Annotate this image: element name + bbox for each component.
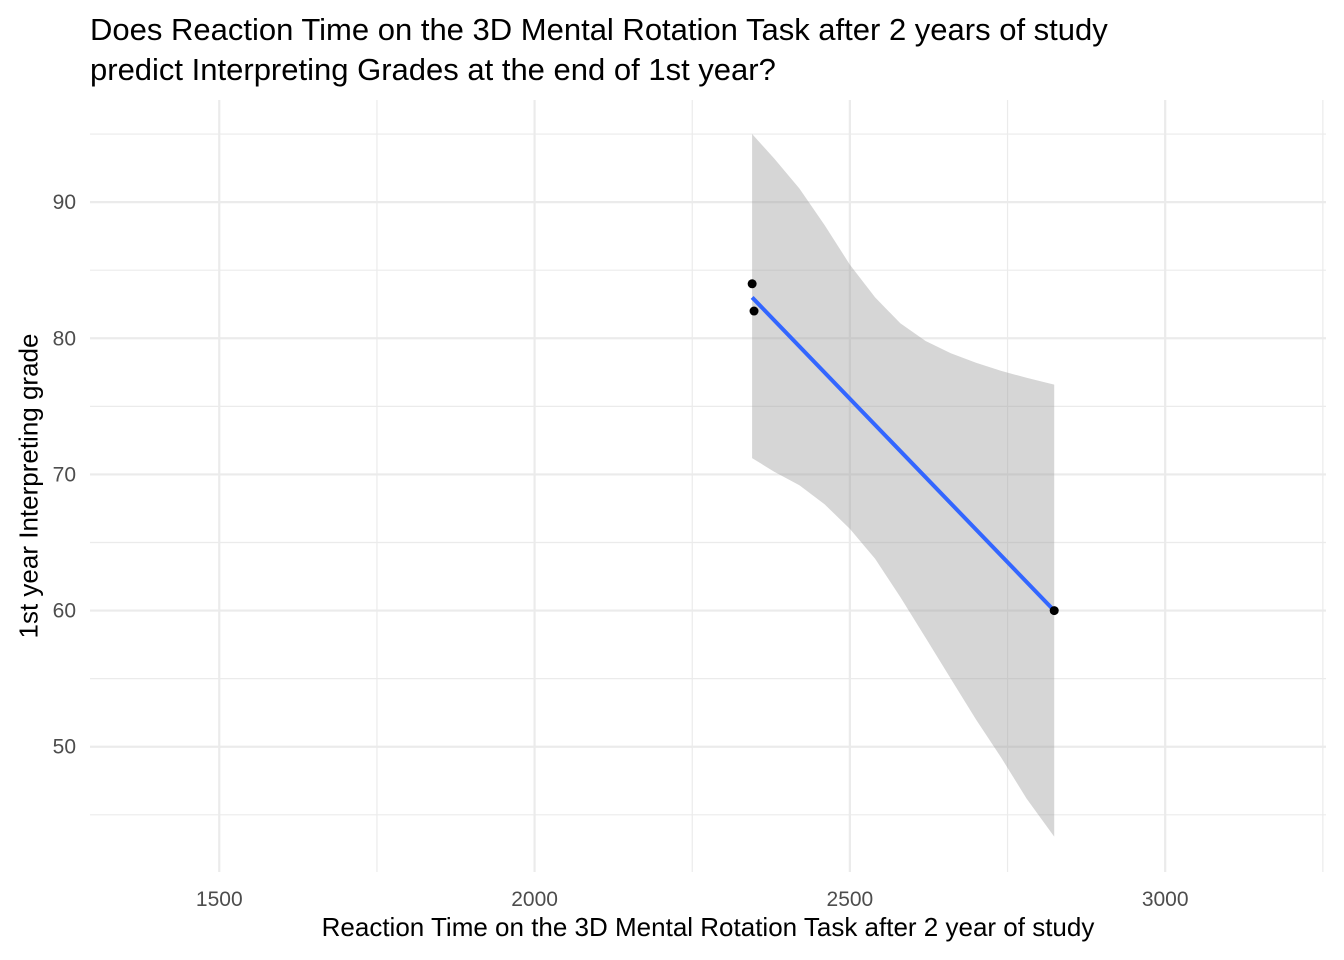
chart-title-line-1: Does Reaction Time on the 3D Mental Rota…	[90, 12, 1108, 47]
y-tick-label: 60	[53, 600, 76, 623]
y-tick-label: 90	[53, 191, 76, 214]
y-axis-label: 1st year Interpreting grade	[13, 333, 44, 639]
y-tick-label: 80	[53, 327, 76, 350]
y-tick-label: 70	[53, 463, 76, 486]
data-point	[749, 306, 759, 316]
x-tick-label: 2500	[827, 888, 874, 911]
data-point	[747, 279, 757, 289]
y-tick-label: 50	[53, 736, 76, 759]
confidence-band	[752, 134, 1055, 837]
x-tick-label: 2000	[511, 888, 558, 911]
chart-title-line-2: predict Interpreting Grades at the end o…	[90, 52, 776, 87]
x-axis-label: Reaction Time on the 3D Mental Rotation …	[321, 912, 1095, 942]
regression-line	[750, 296, 1056, 612]
x-tick-label: 1500	[196, 888, 243, 911]
x-tick-label: 3000	[1142, 888, 1189, 911]
data-point	[1049, 606, 1059, 616]
